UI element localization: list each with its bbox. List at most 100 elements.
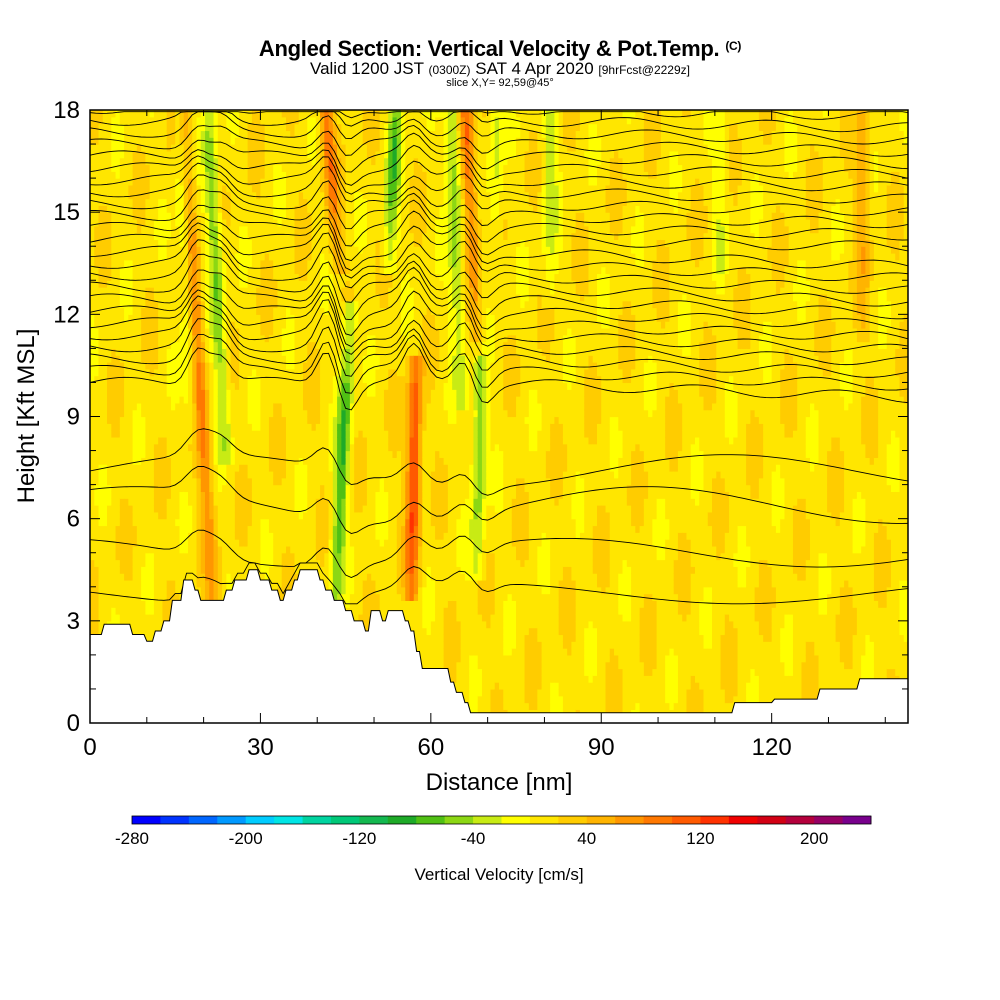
field-cell-3820 bbox=[264, 110, 270, 118]
field-cell-3793 bbox=[264, 293, 270, 302]
field-cell-311 bbox=[102, 457, 108, 465]
field-cell-4616 bbox=[303, 266, 308, 275]
field-cell-616 bbox=[115, 239, 121, 247]
field-cell-4349 bbox=[290, 225, 296, 234]
field-cell-3972 bbox=[273, 314, 279, 322]
field-cell-4790 bbox=[311, 321, 317, 329]
field-cell-3315 bbox=[243, 450, 249, 458]
field-cell-3991 bbox=[273, 184, 279, 193]
field-cell-4760 bbox=[311, 525, 317, 533]
field-cell-998 bbox=[132, 116, 138, 125]
field-cell-4674 bbox=[307, 491, 313, 499]
field-cell-4908 bbox=[315, 137, 321, 145]
field-cell-3815 bbox=[264, 144, 270, 152]
field-cell-3255 bbox=[239, 239, 244, 247]
field-cell-3056 bbox=[230, 355, 236, 363]
field-cell-113 bbox=[94, 566, 100, 574]
field-cell-1068 bbox=[136, 259, 142, 268]
field-cell-3519 bbox=[251, 300, 257, 309]
field-cell-4983 bbox=[320, 246, 325, 254]
field-cell-125 bbox=[94, 484, 100, 493]
field-cell-333 bbox=[102, 307, 108, 315]
field-cell-937 bbox=[132, 532, 138, 540]
field-cell-361 bbox=[102, 116, 108, 125]
field-cell-3146 bbox=[234, 362, 240, 370]
field-cell-3604 bbox=[256, 341, 262, 349]
field-cell-675 bbox=[119, 457, 125, 465]
field-cell-490 bbox=[111, 477, 117, 486]
field-cell-2026 bbox=[183, 552, 189, 561]
field-cell-702 bbox=[119, 273, 125, 281]
field-cell-1016 bbox=[136, 614, 142, 622]
field-cell-1412 bbox=[153, 396, 159, 404]
field-cell-1893 bbox=[175, 218, 181, 227]
field-cell-1239 bbox=[145, 334, 151, 343]
field-cell-869 bbox=[128, 375, 134, 384]
field-cell-3362 bbox=[243, 130, 249, 138]
field-cell-4162 bbox=[281, 259, 287, 268]
field-cell-1664 bbox=[166, 539, 172, 547]
field-cell-1505 bbox=[158, 382, 164, 390]
field-cell-2995 bbox=[226, 150, 232, 159]
field-cell-2787 bbox=[217, 327, 223, 336]
field-cell-2909 bbox=[222, 116, 227, 125]
field-cell-2956 bbox=[226, 416, 232, 424]
field-cell-542 bbox=[111, 123, 117, 132]
field-cell-2684 bbox=[213, 409, 219, 418]
field-cell-3541 bbox=[251, 150, 257, 159]
field-cell-670 bbox=[119, 491, 125, 499]
field-cell-4498 bbox=[298, 450, 304, 458]
field-cell-1838 bbox=[175, 593, 181, 601]
field-cell-743 bbox=[124, 614, 129, 622]
field-cell-4217 bbox=[285, 505, 291, 513]
field-cell-4410 bbox=[294, 430, 300, 438]
field-cell-1770 bbox=[170, 436, 176, 445]
field-cell-903 bbox=[128, 144, 134, 152]
field-cell-4509 bbox=[298, 375, 304, 384]
field-cell-4033 bbox=[277, 518, 283, 527]
field-cell-943 bbox=[132, 491, 138, 499]
field-cell-470 bbox=[111, 614, 117, 622]
field-cell-4725 bbox=[307, 144, 313, 152]
field-cell-845 bbox=[128, 539, 134, 547]
field-cell-4130 bbox=[281, 477, 287, 486]
field-cell-950 bbox=[132, 443, 138, 452]
field-cell-207 bbox=[98, 545, 104, 554]
field-cell-4090 bbox=[277, 130, 283, 138]
field-cell-2138 bbox=[187, 409, 193, 418]
field-cell-3075 bbox=[230, 225, 236, 234]
field-cell-870 bbox=[128, 368, 134, 377]
field-cell-4036 bbox=[277, 498, 283, 506]
field-cell-857 bbox=[128, 457, 134, 465]
field-cell-4636 bbox=[303, 130, 308, 138]
field-cell-4632 bbox=[303, 157, 308, 166]
field-cell-4729 bbox=[307, 116, 313, 125]
field-cell-2350 bbox=[196, 205, 202, 213]
field-cell-1631 bbox=[162, 144, 168, 152]
field-cell-1471 bbox=[158, 614, 164, 622]
field-cell-4423 bbox=[294, 341, 300, 349]
field-cell-4890 bbox=[315, 259, 321, 268]
field-cell-3509 bbox=[251, 368, 257, 377]
field-cell-586 bbox=[115, 443, 121, 452]
field-cell-2707 bbox=[213, 253, 219, 261]
field-cell-3318 bbox=[243, 430, 249, 438]
field-cell-3307 bbox=[243, 505, 249, 513]
field-cell-4606 bbox=[303, 334, 308, 343]
field-cell-14 bbox=[90, 620, 95, 629]
field-cell-4394 bbox=[294, 539, 300, 547]
field-cell-4880 bbox=[315, 327, 321, 336]
field-cell-854 bbox=[128, 477, 134, 486]
field-cell-3814 bbox=[264, 150, 270, 159]
field-cell-805 bbox=[124, 191, 129, 200]
field-cell-4624 bbox=[303, 212, 308, 220]
field-cell-590 bbox=[115, 416, 121, 424]
field-cell-3062 bbox=[230, 314, 236, 322]
field-cell-4047 bbox=[277, 423, 283, 431]
field-cell-159 bbox=[94, 253, 100, 261]
field-cell-3264 bbox=[239, 178, 244, 186]
field-cell-1537 bbox=[158, 164, 164, 172]
field-cell-37 bbox=[90, 464, 95, 472]
field-cell-4310 bbox=[290, 491, 296, 499]
